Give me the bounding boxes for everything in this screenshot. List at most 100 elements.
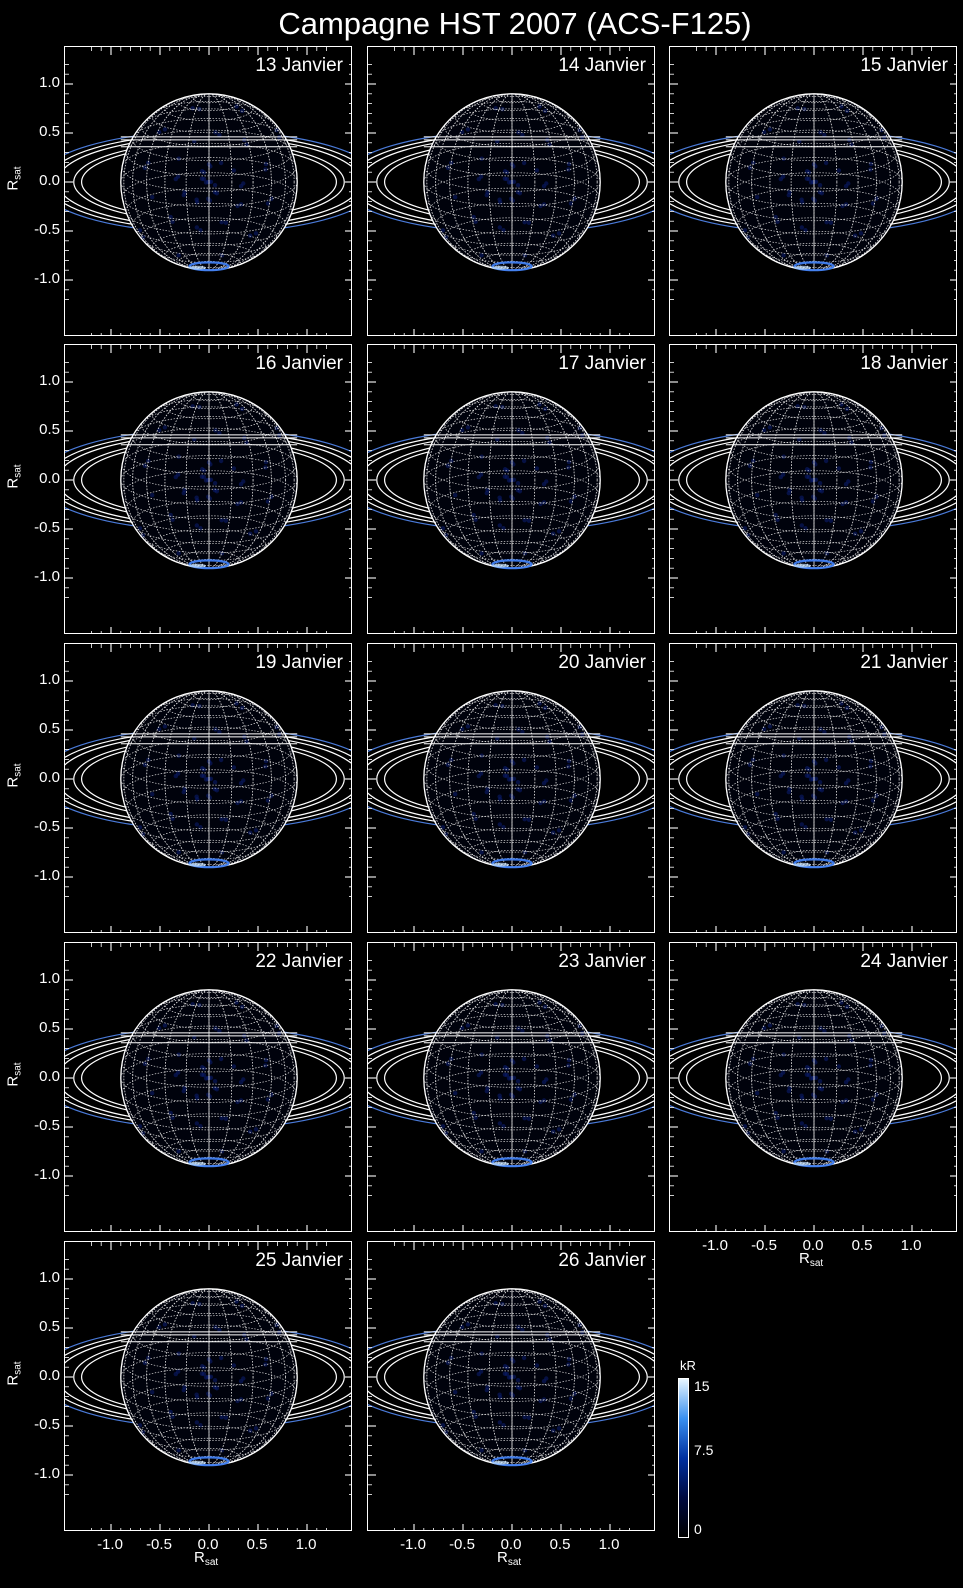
- panel-date: 26 Janvier: [558, 1250, 646, 1271]
- panel-14: 26 Janvier: [367, 1241, 655, 1531]
- y-tick-label: 0.5: [39, 720, 60, 737]
- colorbar-tick-min: 0: [694, 1521, 702, 1537]
- aurora-oval: [491, 1157, 533, 1168]
- y-tick-label: 0.5: [39, 421, 60, 438]
- panel-date: 16 Janvier: [255, 353, 343, 374]
- y-tick-label: -0.5: [34, 1117, 60, 1134]
- x-tick-label: -0.5: [751, 1237, 777, 1254]
- panel-13: 25 Janvier: [64, 1241, 352, 1531]
- axis-label-sub: sat: [204, 1557, 219, 1568]
- y-tick-label: -1.0: [34, 867, 60, 884]
- panel-date: 19 Janvier: [255, 652, 343, 673]
- axis-label-main: R: [194, 1549, 205, 1566]
- y-tick-label: -0.5: [34, 1416, 60, 1433]
- y-tick-label: 1.0: [39, 970, 60, 987]
- aurora-oval: [793, 261, 835, 272]
- x-tick-label: 0.0: [197, 1536, 219, 1553]
- aurora-oval: [491, 261, 533, 272]
- colorbar-tick-max: 15: [694, 1378, 710, 1394]
- aurora-oval: [188, 858, 230, 869]
- x-tick-label: -0.5: [449, 1536, 475, 1553]
- aurora-oval: [188, 559, 230, 570]
- aurora-oval: [793, 1157, 835, 1168]
- panel-8: 20 Janvier: [367, 643, 655, 933]
- aurora-oval: [188, 261, 230, 272]
- y-tick-label: -0.5: [34, 221, 60, 238]
- y-axis-label: Rsat: [5, 464, 24, 488]
- x-axis-label: Rsat: [799, 1250, 823, 1269]
- y-tick-label: 0.5: [39, 1019, 60, 1036]
- y-tick-label: 1.0: [39, 74, 60, 91]
- x-tick-label: 0.5: [246, 1536, 268, 1553]
- panel-date: 20 Janvier: [558, 652, 646, 673]
- aurora-oval: [491, 1456, 533, 1467]
- y-axis-label: Rsat: [5, 166, 24, 190]
- colorbar-tick-mid: 7.5: [694, 1442, 714, 1458]
- x-tick-label: 0.5: [851, 1237, 873, 1254]
- axis-label-main: R: [497, 1549, 508, 1566]
- axis-label-sub: sat: [12, 1361, 24, 1375]
- panel-9: 21 Janvier: [669, 643, 957, 933]
- axis-label-sub: sat: [507, 1557, 522, 1568]
- x-tick-label: 0.5: [549, 1536, 571, 1553]
- axis-label-main: R: [4, 776, 22, 788]
- panel-date: 25 Janvier: [255, 1250, 343, 1271]
- x-tick-label: -1.0: [400, 1536, 426, 1553]
- saturn-image: [65, 345, 351, 633]
- axis-label-main: R: [799, 1250, 810, 1267]
- axis-label-main: R: [4, 1075, 22, 1087]
- saturn-image: [670, 943, 956, 1231]
- aurora-oval: [188, 1456, 230, 1467]
- saturn-image: [670, 47, 956, 335]
- y-axis-label: Rsat: [5, 1361, 24, 1385]
- panel-11: 23 Janvier: [367, 942, 655, 1232]
- saturn-image: [65, 644, 351, 932]
- panel-date: 23 Janvier: [558, 951, 646, 972]
- saturn-image: [368, 644, 654, 932]
- saturn-image: [368, 47, 654, 335]
- y-tick-label: -0.5: [34, 519, 60, 536]
- aurora-oval: [491, 858, 533, 869]
- axis-label-sub: sat: [12, 464, 24, 478]
- panel-10: 22 Janvier: [64, 942, 352, 1232]
- aurora-oval: [188, 1157, 230, 1168]
- aurora-oval: [793, 559, 835, 570]
- x-tick-label: 1.0: [900, 1237, 922, 1254]
- y-axis-label: Rsat: [5, 1062, 24, 1086]
- axis-label-sub: sat: [12, 763, 24, 777]
- y-tick-label: 0.0: [39, 1068, 60, 1085]
- x-tick-label: -1.0: [97, 1536, 123, 1553]
- y-tick-label: 0.0: [39, 1367, 60, 1384]
- x-tick-label: 0.0: [802, 1237, 824, 1254]
- saturn-image: [65, 1242, 351, 1530]
- y-tick-label: -1.0: [34, 270, 60, 287]
- aurora-oval: [793, 858, 835, 869]
- x-tick-label: -0.5: [146, 1536, 172, 1553]
- y-axis-label: Rsat: [5, 763, 24, 787]
- x-tick-label: 1.0: [598, 1536, 620, 1553]
- y-tick-label: 0.0: [39, 172, 60, 189]
- panel-date: 13 Janvier: [255, 55, 343, 76]
- x-axis-label: Rsat: [497, 1549, 521, 1568]
- axis-label-main: R: [4, 179, 22, 191]
- y-tick-label: 0.5: [39, 1318, 60, 1335]
- saturn-image: [368, 943, 654, 1231]
- y-tick-label: 0.0: [39, 769, 60, 786]
- panel-date: 24 Janvier: [860, 951, 948, 972]
- y-tick-label: 1.0: [39, 1269, 60, 1286]
- y-tick-label: -0.5: [34, 818, 60, 835]
- x-tick-label: 0.0: [500, 1536, 522, 1553]
- axis-label-sub: sat: [12, 1062, 24, 1076]
- y-tick-label: -1.0: [34, 1166, 60, 1183]
- panel-1: 13 Janvier: [64, 46, 352, 336]
- axis-label-main: R: [4, 1374, 22, 1386]
- y-tick-label: 0.5: [39, 123, 60, 140]
- panel-date: 21 Janvier: [860, 652, 948, 673]
- y-tick-label: 0.0: [39, 470, 60, 487]
- y-tick-label: 1.0: [39, 372, 60, 389]
- panel-7: 19 Janvier: [64, 643, 352, 933]
- panel-date: 18 Janvier: [860, 353, 948, 374]
- axis-label-sub: sat: [809, 1258, 824, 1269]
- saturn-image: [368, 1242, 654, 1530]
- y-tick-label: -1.0: [34, 1465, 60, 1482]
